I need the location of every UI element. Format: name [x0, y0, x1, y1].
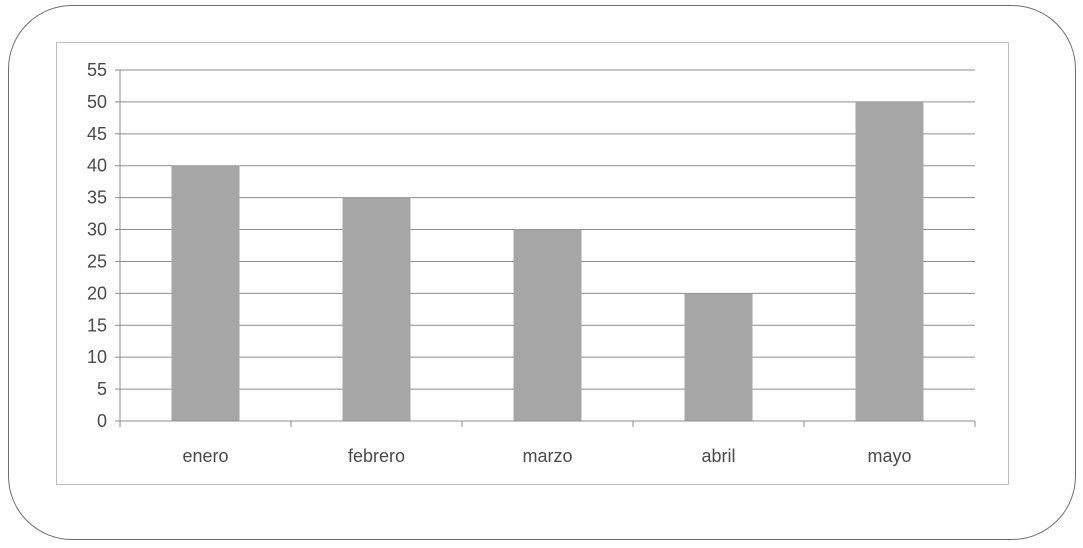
bar-mayo	[855, 101, 924, 421]
bar-enero	[171, 165, 240, 421]
y-tick-label: 40	[87, 156, 107, 176]
bar-abril	[684, 293, 753, 421]
chart-area-border	[56, 42, 1009, 485]
bar-febrero	[342, 197, 411, 421]
y-tick-label: 45	[87, 124, 107, 144]
x-tick-label: marzo	[522, 446, 572, 466]
y-tick-label: 0	[97, 411, 107, 431]
y-tick-label: 10	[87, 347, 107, 367]
y-tick-label: 30	[87, 220, 107, 240]
x-tick-label: abril	[701, 446, 735, 466]
y-tick-label: 20	[87, 283, 107, 303]
y-tick-label: 15	[87, 315, 107, 335]
x-tick-label: febrero	[348, 446, 405, 466]
rounded-frame	[8, 5, 1076, 540]
x-tick-label: mayo	[867, 446, 911, 466]
bars	[171, 101, 924, 421]
y-tick-label: 35	[87, 188, 107, 208]
y-tick-labels: 0 5 10 15 20 25 30 35 40 45 50 55	[87, 60, 107, 431]
axes	[115, 69, 976, 427]
x-tick-labels: enero febrero marzo abril mayo	[182, 446, 911, 466]
y-tick-label: 55	[87, 60, 107, 80]
x-tick-label: enero	[182, 446, 228, 466]
y-tick-label: 5	[97, 379, 107, 399]
y-tick-label: 50	[87, 92, 107, 112]
bar-marzo	[513, 229, 582, 421]
y-tick-label: 25	[87, 251, 107, 271]
